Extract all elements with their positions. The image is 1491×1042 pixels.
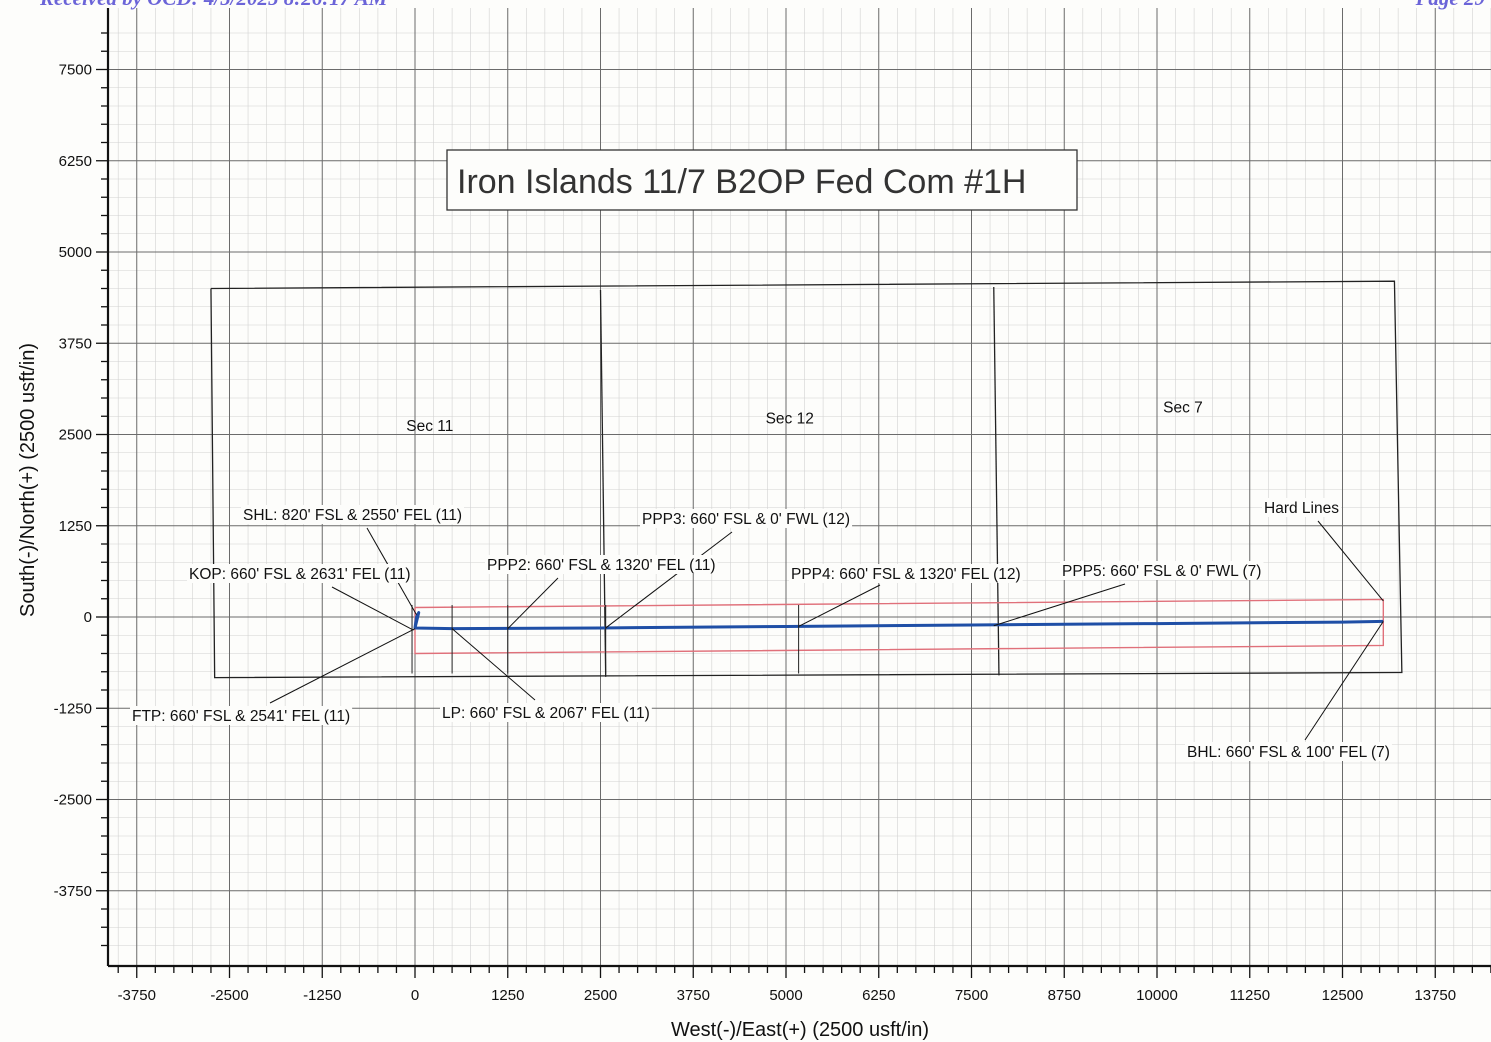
annotation-label-bg xyxy=(789,564,1023,583)
y-tick-label: 1250 xyxy=(59,518,92,535)
y-tick-label: -2500 xyxy=(54,792,92,809)
annotation-leader-line xyxy=(798,584,881,627)
x-tick-label: 3750 xyxy=(677,987,710,1004)
x-tick-label: -2500 xyxy=(210,987,248,1004)
chart-title: Iron Islands 11/7 B2OP Fed Com #1H xyxy=(457,163,1026,201)
x-tick-label: 2500 xyxy=(584,987,617,1004)
chart-title-box: Iron Islands 11/7 B2OP Fed Com #1H xyxy=(446,149,1078,211)
major-grid xyxy=(108,8,1491,966)
section-boundary-line xyxy=(210,280,1403,679)
annotation-label: Hard Lines xyxy=(1264,500,1339,517)
section-boundary-line xyxy=(599,289,607,677)
annotation-label-bg xyxy=(1262,498,1341,517)
x-tick-label: 7500 xyxy=(955,987,988,1004)
section-label: Sec 11 xyxy=(406,418,453,435)
annotation-label: PPP3: 660' FSL & 0' FWL (12) xyxy=(642,511,850,528)
annotation-leader-line xyxy=(507,577,559,630)
annotation-label-bg xyxy=(440,703,652,722)
x-tick-label: 0 xyxy=(411,987,419,1004)
x-tick-label: -1250 xyxy=(303,987,341,1004)
annotation-leader-line xyxy=(331,586,414,631)
annotation-label: KOP: 660' FSL & 2631' FEL (11) xyxy=(189,566,411,583)
page-label: Page 29 xyxy=(1416,0,1485,11)
received-stamp: Received by OCD: 4/5/2025 8:26:17 AM xyxy=(40,0,387,11)
annotation-label: PPP4: 660' FSL & 1320' FEL (12) xyxy=(791,566,1021,583)
x-tick-label: 11250 xyxy=(1229,987,1270,1004)
section-boundaries xyxy=(210,280,1403,679)
annotation-label: SHL: 820' FSL & 2550' FEL (11) xyxy=(243,507,462,524)
annotation-label-bg xyxy=(187,564,413,583)
annotation-leader-line xyxy=(451,628,536,701)
annotation-leader-line xyxy=(1304,621,1384,741)
x-tick-label: 6250 xyxy=(862,987,895,1004)
annotation-label-bg xyxy=(640,509,853,528)
annotation-label-bg xyxy=(1060,561,1264,580)
x-axis-title: West(-)/East(+) (2500 usft/in) xyxy=(671,1019,929,1041)
annotation-label: PPP2: 660' FSL & 1320' FEL (11) xyxy=(487,557,716,574)
annotation-label: FTP: 660' FSL & 2541' FEL (11) xyxy=(132,708,350,725)
section-label: Sec 12 xyxy=(766,411,814,428)
y-tick-label: 0 xyxy=(84,609,92,626)
annotation-leader-line xyxy=(993,583,1126,627)
hard-lines-box xyxy=(414,598,1385,655)
x-tick-label: 5000 xyxy=(769,987,802,1004)
annotation-label: BHL: 660' FSL & 100' FEL (7) xyxy=(1187,744,1390,761)
y-tick-label: 2500 xyxy=(59,427,92,444)
annotation-label-bg xyxy=(485,555,718,574)
y-tick-label: 5000 xyxy=(59,244,92,261)
annotation-label-bg xyxy=(130,706,353,725)
annotation-label: PPP5: 660' FSL & 0' FWL (7) xyxy=(1062,563,1261,580)
y-tick-label: 7500 xyxy=(59,62,92,79)
section-boundary-line xyxy=(993,287,1000,676)
x-tick-label: 1250 xyxy=(491,987,524,1004)
x-tick-label: 8750 xyxy=(1048,987,1081,1004)
wellbore-path xyxy=(411,605,1384,674)
axes: 7500625050003750250012500-1250-2500-3750… xyxy=(54,8,1491,1004)
x-tick-label: 10000 xyxy=(1136,987,1178,1004)
annotation-label-bg xyxy=(241,505,465,524)
annotation-label-bg xyxy=(1185,742,1392,761)
wellbore-series-line xyxy=(413,611,1384,631)
chart-title-frame xyxy=(446,149,1078,211)
x-tick-label: 12500 xyxy=(1322,987,1364,1004)
annotation-leader-line xyxy=(269,628,416,704)
x-tick-label: -3750 xyxy=(118,987,156,1004)
section-label: Sec 7 xyxy=(1163,400,1203,417)
annotation-leaders xyxy=(269,520,1384,741)
annotation-labels: Sec 11 Sec 12 Sec 7 SHL: 820' FSL & 2550' F… xyxy=(130,400,1392,761)
annotation-leader-line xyxy=(605,531,733,629)
y-tick-label: -1250 xyxy=(54,700,92,717)
y-tick-label: 6250 xyxy=(59,153,92,170)
hard-lines-outline xyxy=(414,598,1385,655)
annotation-label: LP: 660' FSL & 2067' FEL (11) xyxy=(442,705,650,722)
annotation-leader-line xyxy=(1317,520,1384,602)
y-tick-label: -3750 xyxy=(54,883,92,900)
y-axis-title: South(-)/North(+) (2500 usft/in) xyxy=(17,343,39,617)
y-tick-label: 3750 xyxy=(59,335,92,352)
x-tick-label: 13750 xyxy=(1414,987,1456,1004)
